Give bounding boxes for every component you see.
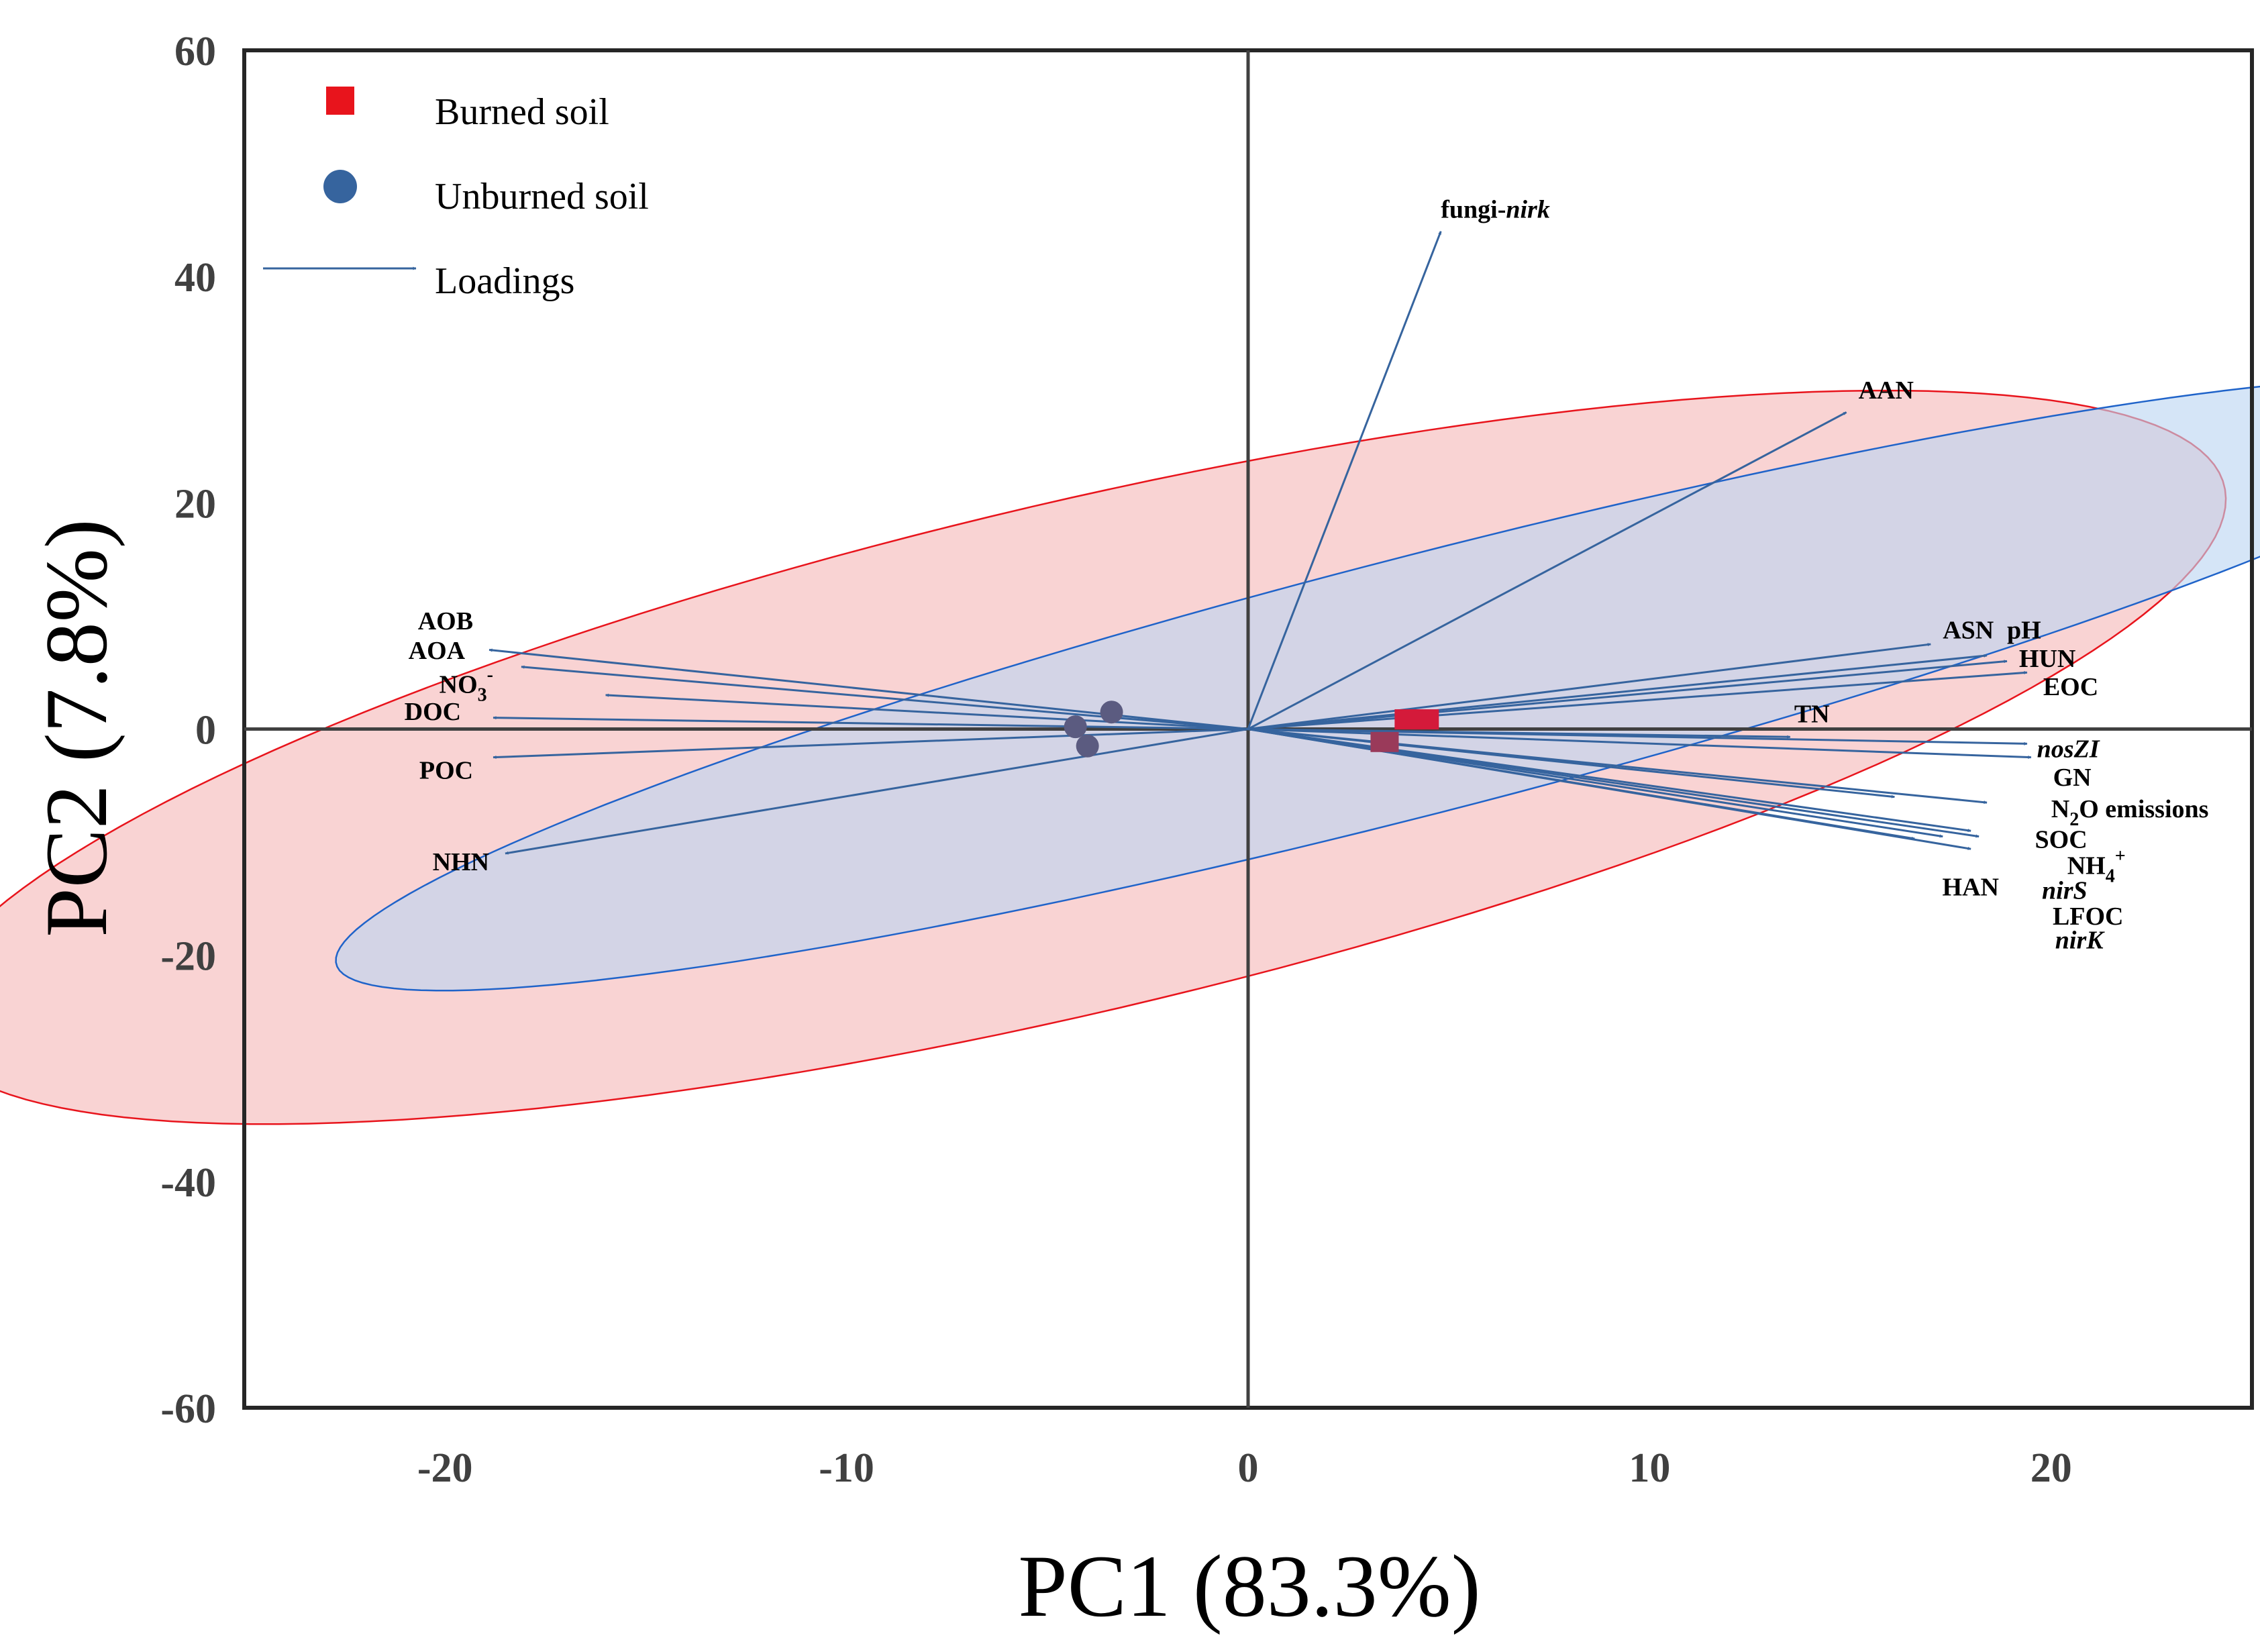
loading-arrow-asn	[1247, 643, 1931, 730]
x-tick-label: 0	[1238, 1445, 1259, 1491]
loading-label-tn: TN	[1794, 700, 1830, 728]
loading-arrow-fungi-nirk	[1247, 231, 1442, 730]
loading-arrow-aan	[1247, 411, 1847, 730]
loading-label-asn: ASN	[1943, 617, 1994, 645]
loading-label-no-emissions: N2O emissions	[2051, 795, 2209, 830]
unburned-confidence-ellipse	[335, 385, 2260, 992]
unburned-soil-point	[1064, 715, 1087, 739]
loading-vectors	[489, 231, 2032, 855]
y-tick-label: 20	[174, 481, 216, 527]
burned-soil-point	[1370, 731, 1399, 752]
loading-label-nirs: nirS	[2042, 876, 2088, 905]
loading-arrow-eoc	[1247, 671, 2028, 730]
x-tick-label: 20	[2031, 1445, 2072, 1491]
loading-arrow-nhn	[505, 728, 1249, 855]
loading-label-gn: GN	[2053, 764, 2092, 792]
loading-label-soc: SOC	[2035, 826, 2088, 854]
loading-arrow-han	[1247, 728, 1971, 850]
loading-label-fungi-nirk: fungi-nirk	[1441, 196, 1550, 224]
x-axis-title: PC1 (83.3%)	[1018, 1537, 1480, 1635]
loading-label-lfoc: LFOC	[2053, 902, 2124, 931]
loading-arrow-nirs	[1247, 728, 1895, 798]
loading-label-aoa: AOA	[409, 637, 466, 665]
loading-arrow-noszi	[1247, 728, 2028, 745]
loading-arrow-hun	[1247, 660, 2008, 730]
y-tick-label: -60	[160, 1386, 216, 1432]
loading-label-han: HAN	[1943, 873, 1999, 901]
loading-label-nhn: NHN	[433, 848, 489, 876]
loading-label-ph: pH	[2007, 617, 2041, 645]
unburned-soil-point	[1076, 734, 1099, 758]
legend-burned-marker	[326, 87, 354, 115]
sample-points	[1064, 701, 1439, 758]
loading-label-poc: POC	[419, 757, 473, 785]
unburned-soil-point	[1100, 701, 1123, 724]
x-tick-label: 10	[1629, 1445, 1670, 1491]
loading-arrow-aoa	[521, 665, 1249, 730]
legend-loadings-label: Loadings	[435, 260, 574, 302]
y-tick-label: 60	[174, 29, 216, 74]
loading-arrow-ph	[1247, 654, 1988, 730]
confidence-ellipses	[0, 385, 2260, 1125]
loading-label-nirk: nirK	[2055, 927, 2105, 955]
y-tick-label: -40	[160, 1160, 216, 1206]
legend-unburned-marker	[323, 170, 357, 203]
loading-label-hun: HUN	[2019, 645, 2075, 673]
y-axis-title: PC2 (7.8%)	[27, 519, 125, 937]
x-tick-label: -20	[417, 1445, 473, 1491]
loading-label-noszi: nosZI	[2037, 735, 2100, 764]
loading-label-aob: AOB	[418, 607, 473, 635]
y-tick-label: -20	[160, 934, 216, 980]
loading-arrow-poc	[493, 728, 1249, 759]
loading-label-eoc: EOC	[2043, 673, 2098, 701]
loading-label-no: NO3-	[440, 665, 493, 706]
x-tick-label: -10	[819, 1445, 874, 1491]
tick-labels: -20 -10 0 10 20 60 40 20 0 -20 -40 -60	[160, 29, 2071, 1491]
y-tick-label: 40	[174, 255, 216, 301]
loading-arrow-no3-	[605, 693, 1249, 730]
y-tick-label: 0	[195, 708, 216, 754]
loading-label-nh: NH4+	[2067, 845, 2126, 886]
loading-arrow-doc	[493, 716, 1249, 730]
legend: Burned soil Unburned soil Loadings	[263, 87, 649, 302]
loading-label-aan: AAN	[1859, 376, 1914, 405]
burned-soil-point	[1410, 709, 1439, 730]
legend-unburned-label: Unburned soil	[435, 176, 649, 217]
legend-burned-label: Burned soil	[435, 91, 609, 133]
loading-label-doc: DOC	[405, 698, 461, 726]
loading-arrow-lfoc	[1247, 728, 1943, 838]
